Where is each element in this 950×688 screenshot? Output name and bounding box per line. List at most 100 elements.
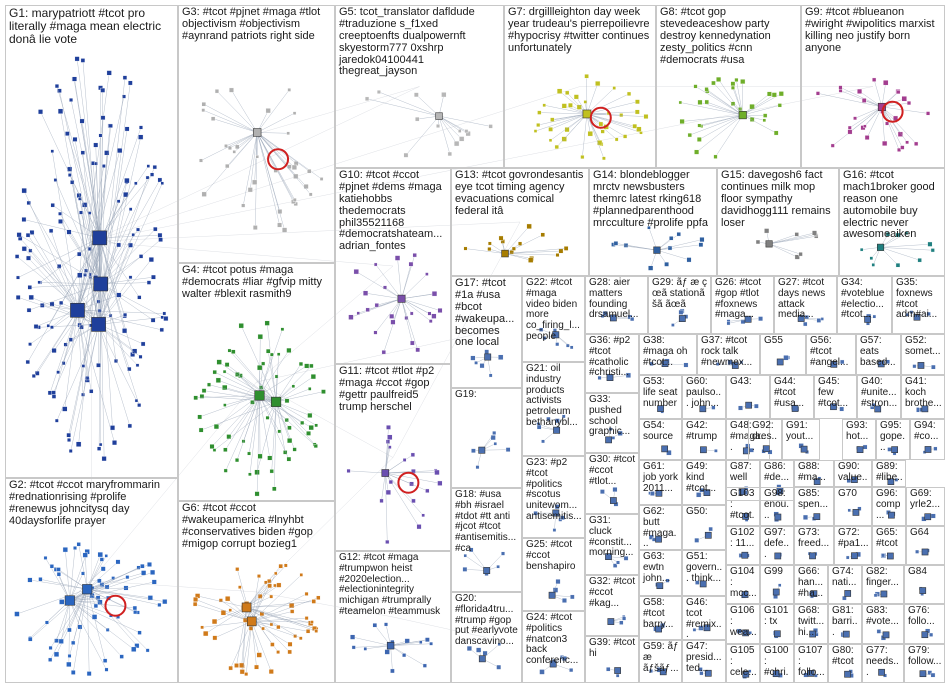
- vertex-node: [75, 441, 82, 447]
- group-edge: [401, 298, 413, 344]
- vertex-node: [580, 155, 585, 160]
- group-edge: [699, 114, 743, 140]
- vertex-node: [197, 414, 203, 420]
- vertex-node: [198, 427, 204, 433]
- self-loop: [589, 106, 612, 129]
- group-network-g24: [539, 655, 574, 675]
- group-edge: [40, 579, 88, 590]
- group-label: G57: eats based...: [860, 335, 896, 368]
- group-edge: [250, 132, 258, 190]
- vertex-node: [666, 449, 672, 456]
- group-network-g94: [922, 446, 938, 454]
- vertex-node: [201, 388, 207, 393]
- group-network-g18: [462, 547, 506, 576]
- group-label: G61: job york 2011...: [643, 461, 679, 494]
- group-edge: [259, 395, 290, 460]
- vertex-node: [904, 231, 909, 236]
- vertex-node: [847, 125, 852, 130]
- group-label: G47: presid... ted...: [686, 641, 722, 674]
- vertex-node: [218, 598, 223, 603]
- hub-vertex: [704, 531, 712, 539]
- group-network-g82: [873, 590, 888, 598]
- group-g25: G25: #tcot #ccot benshapiro: [522, 538, 585, 611]
- group-g27: G27: #tcot days news attack media...: [774, 276, 837, 334]
- vertex-node: [228, 665, 233, 671]
- group-edge: [438, 115, 457, 144]
- group-edge: [99, 237, 125, 331]
- vertex-node: [803, 321, 808, 327]
- vertex-node: [671, 323, 675, 327]
- group-label: G20: #florida4tru... #trump #gop put #ea…: [455, 593, 518, 648]
- vertex-node: [468, 547, 474, 553]
- group-edge: [86, 554, 101, 590]
- vertex-node: [74, 56, 80, 62]
- group-network-g27: [797, 315, 824, 327]
- group-edge: [390, 643, 432, 646]
- vertex-node: [459, 136, 465, 142]
- vertex-node: [43, 556, 48, 560]
- group-network-g107: [803, 670, 818, 678]
- hub-vertex: [742, 670, 750, 678]
- group-g97: G97: defe...: [760, 526, 794, 565]
- vertex-node: [708, 526, 713, 532]
- vertex-node: [265, 415, 270, 420]
- group-g104: G104: mcc...: [726, 565, 760, 604]
- vertex-node: [471, 448, 476, 454]
- group-network-g54: [661, 445, 672, 456]
- group-network-g62: [648, 534, 662, 543]
- vertex-node: [773, 130, 779, 136]
- group-edge: [256, 89, 290, 133]
- hub-vertex: [738, 111, 747, 120]
- group-g60: G60: paulso... john...: [682, 375, 726, 419]
- vertex-node: [28, 342, 32, 347]
- vertex-node: [548, 127, 553, 132]
- group-edge: [552, 113, 587, 120]
- group-g58: G58: #tcot barry...: [639, 596, 682, 640]
- hub-vertex: [653, 246, 661, 254]
- group-edge: [350, 298, 402, 318]
- group-edge: [246, 607, 315, 629]
- group-label: G105: cele...: [730, 645, 757, 678]
- group-edge: [98, 324, 144, 345]
- vertex-node: [350, 634, 356, 640]
- group-network-g70: [847, 506, 862, 516]
- vertex-node: [235, 567, 240, 572]
- vertex-node: [93, 603, 99, 609]
- group-edge: [367, 298, 402, 311]
- group-edge: [873, 79, 883, 108]
- hub-vertex: [703, 489, 711, 496]
- vertex-node: [694, 149, 700, 155]
- vertex-node: [299, 573, 304, 577]
- vertex-node: [21, 187, 27, 194]
- group-network-g91: [798, 443, 809, 454]
- vertex-node: [931, 364, 936, 370]
- vertex-node: [619, 113, 624, 118]
- hub-vertex: [82, 584, 93, 595]
- vertex-node: [67, 627, 72, 633]
- hub-vertex: [254, 390, 265, 401]
- vertex-node: [385, 539, 390, 544]
- group-edge: [881, 106, 929, 114]
- hub-vertex: [741, 551, 749, 559]
- hub-vertex: [813, 513, 821, 520]
- vertex-node: [881, 553, 886, 558]
- group-edge: [438, 115, 462, 140]
- vertex-node: [148, 257, 154, 263]
- hub-vertex: [699, 405, 707, 413]
- hub-vertex: [852, 509, 860, 516]
- group-edge: [29, 283, 101, 288]
- vertex-node: [403, 152, 409, 158]
- group-network-g51: [695, 580, 707, 588]
- vertex-node: [872, 77, 877, 82]
- vertex-node: [612, 86, 616, 90]
- group-edge: [881, 82, 886, 107]
- vertex-node: [223, 403, 227, 407]
- vertex-node: [678, 309, 684, 315]
- group-g80: G80: #tcot: [828, 644, 862, 683]
- group-network-g55: [776, 355, 791, 366]
- group-edge: [98, 324, 131, 426]
- group-g45: G45: few #tcot...: [814, 375, 857, 419]
- vertex-node: [490, 435, 496, 441]
- vertex-node: [474, 361, 478, 365]
- group-network-g40: [870, 403, 882, 413]
